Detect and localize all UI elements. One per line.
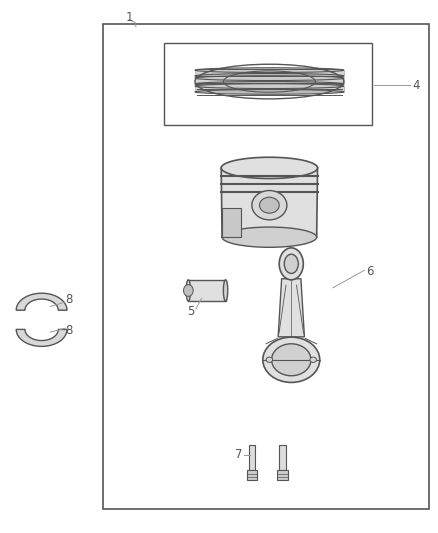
Bar: [103, 24, 429, 509]
Ellipse shape: [195, 90, 344, 94]
Ellipse shape: [195, 84, 344, 88]
Polygon shape: [16, 293, 67, 310]
Ellipse shape: [195, 76, 344, 80]
Ellipse shape: [195, 68, 344, 72]
Text: 1: 1: [125, 11, 133, 23]
Bar: [247, 470, 257, 480]
Ellipse shape: [222, 227, 317, 247]
Ellipse shape: [195, 74, 344, 78]
Ellipse shape: [223, 280, 228, 301]
Ellipse shape: [195, 82, 344, 86]
Polygon shape: [195, 70, 344, 76]
Ellipse shape: [266, 357, 272, 362]
Ellipse shape: [284, 254, 298, 273]
Polygon shape: [278, 279, 304, 337]
Text: 8: 8: [66, 293, 73, 306]
Ellipse shape: [259, 197, 279, 213]
Bar: [277, 470, 288, 480]
Ellipse shape: [279, 248, 304, 280]
Text: 6: 6: [366, 265, 374, 278]
Polygon shape: [16, 329, 67, 346]
Text: 5: 5: [187, 305, 194, 318]
Circle shape: [184, 285, 193, 296]
Text: 4: 4: [412, 79, 420, 92]
Polygon shape: [195, 78, 344, 84]
Text: 7: 7: [235, 448, 243, 461]
Polygon shape: [222, 208, 241, 237]
Ellipse shape: [186, 280, 191, 301]
Bar: [249, 445, 255, 470]
Polygon shape: [221, 168, 318, 237]
Ellipse shape: [310, 357, 316, 362]
Ellipse shape: [263, 337, 320, 383]
Polygon shape: [188, 280, 226, 301]
Ellipse shape: [272, 344, 311, 376]
Polygon shape: [195, 86, 344, 92]
Text: 8: 8: [66, 324, 73, 337]
Bar: [164, 43, 372, 125]
Ellipse shape: [252, 190, 287, 220]
Bar: [279, 445, 286, 470]
Ellipse shape: [221, 157, 318, 179]
